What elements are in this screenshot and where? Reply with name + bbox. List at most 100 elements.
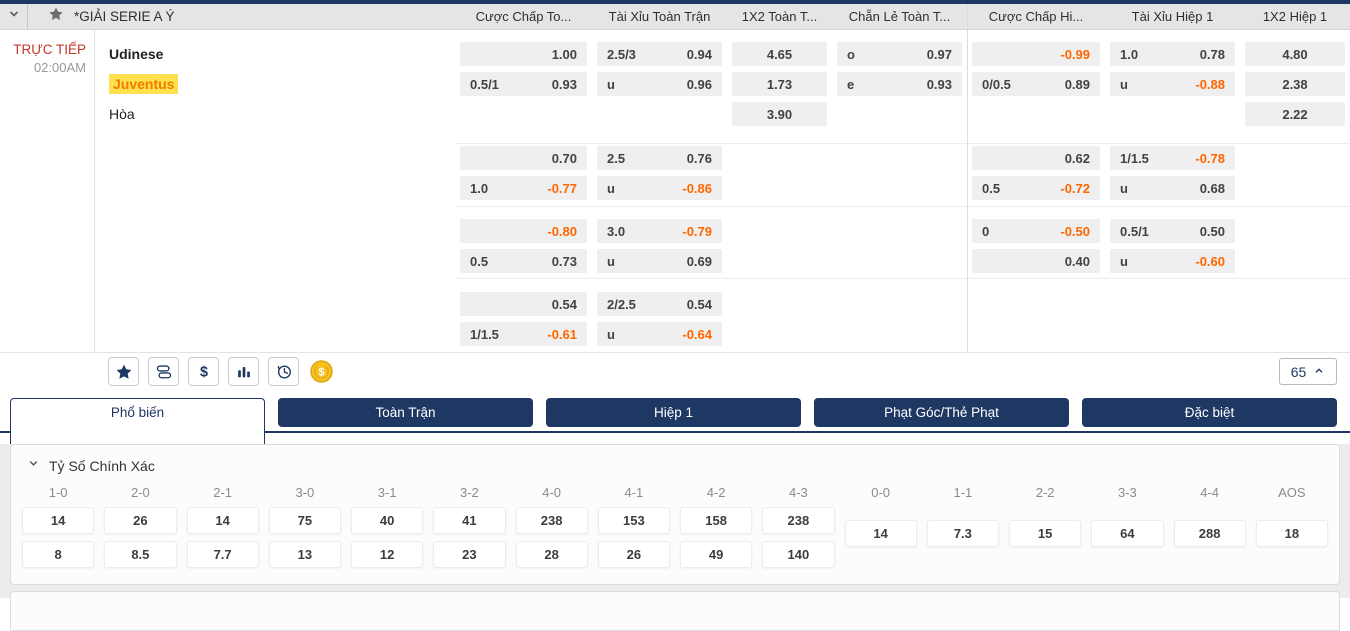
odds-cell[interactable]: o 0.97 [837, 42, 962, 66]
odds-cell[interactable]: 0.5 -0.72 [972, 176, 1100, 200]
score-odds-cell[interactable]: 40 [351, 507, 424, 534]
odds-column: o 0.97 e 0.93 [832, 42, 967, 126]
score-odds-cell[interactable]: 14 [186, 507, 259, 534]
score-odds-cell[interactable]: 8 [22, 541, 95, 568]
tab-pho-bien[interactable]: Phổ biến [10, 398, 265, 444]
odds-cell[interactable]: 0.70 [460, 146, 587, 170]
odds-cell[interactable]: 4.80 [1245, 42, 1345, 66]
odds-column [832, 219, 967, 273]
score-column: 1-1 7.3 [922, 483, 1004, 575]
odds-cell[interactable]: 1.73 [732, 72, 827, 96]
odds-cell[interactable]: u 0.68 [1110, 176, 1235, 200]
odds-cell[interactable]: 0 -0.50 [972, 219, 1100, 243]
score-odds-cell[interactable]: 15 [1009, 520, 1082, 547]
tab-toan-tran[interactable]: Toàn Trận [278, 398, 533, 427]
odds-cell[interactable]: 1.00 [460, 42, 587, 66]
score-label: 3-2 [459, 485, 479, 500]
odds-cell[interactable]: 0.5/1 0.50 [1110, 219, 1235, 243]
score-odds-cell[interactable]: 49 [680, 541, 753, 568]
odds-cell[interactable]: 3.90 [732, 102, 827, 126]
score-odds-cell[interactable]: 7.7 [186, 541, 259, 568]
score-odds-cell[interactable]: 26 [104, 507, 177, 534]
odds-cell[interactable]: 3.0 -0.79 [597, 219, 722, 243]
score-odds-cell[interactable]: 23 [433, 541, 506, 568]
score-odds-cell[interactable]: 64 [1091, 520, 1164, 547]
odds-cell[interactable]: 0.54 [460, 292, 587, 316]
chevron-up-icon [1313, 364, 1325, 380]
odds-cell[interactable]: u -0.60 [1110, 249, 1235, 273]
odds-cell[interactable]: 2.22 [1245, 102, 1345, 126]
score-odds-cell[interactable]: 153 [597, 507, 670, 534]
odds-cell[interactable]: 1/1.5 -0.61 [460, 322, 587, 346]
odds-cell[interactable]: 0/0.5 0.89 [972, 72, 1100, 96]
odds-cell[interactable]: 0.5 0.73 [460, 249, 587, 273]
odds-cell[interactable]: u -0.64 [597, 322, 722, 346]
odds-cell[interactable]: u -0.88 [1110, 72, 1235, 96]
handicap-label: 1.0 [470, 180, 489, 196]
star-button[interactable] [108, 357, 139, 386]
odds-cell[interactable]: 2.5/3 0.94 [597, 42, 722, 66]
odds-cell[interactable]: 1/1.5 -0.78 [1110, 146, 1235, 170]
collapse-league-button[interactable] [0, 4, 28, 29]
score-odds-cell[interactable]: 158 [680, 507, 753, 534]
market-count-toggle[interactable]: 65 [1279, 358, 1337, 385]
tab-dac-biet[interactable]: Đặc biệt [1082, 398, 1337, 427]
odds-cell[interactable]: 2.5 0.76 [597, 146, 722, 170]
odds-cell[interactable]: 4.65 [732, 42, 827, 66]
coin-button[interactable]: $ [308, 357, 335, 386]
odds-cell[interactable]: 1.0 -0.77 [460, 176, 587, 200]
score-odds-cell[interactable]: 7.3 [926, 520, 999, 547]
home-team-name: Udinese [109, 46, 164, 62]
odds-cell[interactable]: 0.40 [972, 249, 1100, 273]
correct-score-header[interactable]: Tỷ Số Chính Xác [17, 455, 1333, 477]
score-odds-cell[interactable]: 8.5 [104, 541, 177, 568]
odds-cell[interactable]: u -0.86 [597, 176, 722, 200]
score-odds-cell[interactable]: 13 [268, 541, 341, 568]
dollar-button[interactable]: $ [188, 357, 219, 386]
score-odds-cell[interactable]: 14 [22, 507, 95, 534]
odds-cell[interactable]: e 0.93 [837, 72, 962, 96]
score-odds-cell[interactable]: 14 [844, 520, 917, 547]
tab-hiep-1[interactable]: Hiệp 1 [546, 398, 801, 427]
match-toolbar: $ $ 65 [0, 352, 1350, 390]
score-odds-cell[interactable]: 288 [1173, 520, 1246, 547]
away-team[interactable]: Juventus [109, 72, 455, 96]
odds-column [727, 146, 832, 200]
star-icon [115, 363, 133, 381]
match-info-column: TRỰC TIẾP 02:00AM [0, 30, 95, 352]
odds-cell[interactable]: 2.38 [1245, 72, 1345, 96]
home-team[interactable]: Udinese [109, 42, 455, 66]
odds-value: 0.94 [686, 46, 712, 62]
odds-cell[interactable]: u 0.69 [597, 249, 722, 273]
odds-cell[interactable]: 2/2.5 0.54 [597, 292, 722, 316]
score-label: 3-1 [377, 485, 397, 500]
score-label: 3-0 [295, 485, 315, 500]
cash-stack-button[interactable] [148, 357, 179, 386]
score-odds-cell[interactable]: 28 [515, 541, 588, 568]
score-column: 4-1 153 26 [593, 483, 675, 575]
odds-column: 2/2.5 0.54 u -0.64 [592, 292, 727, 346]
score-odds-cell[interactable]: 238 [762, 507, 835, 534]
score-odds-cell[interactable]: 75 [268, 507, 341, 534]
score-odds-cell[interactable]: 26 [597, 541, 670, 568]
odds-column: -0.80 0.5 0.73 [455, 219, 592, 273]
bar-chart-button[interactable] [228, 357, 259, 386]
draw-row[interactable]: Hòa [109, 102, 455, 126]
score-odds-cell[interactable]: 238 [515, 507, 588, 534]
favorite-star-icon[interactable] [48, 6, 64, 27]
odds-cell[interactable]: -0.99 [972, 42, 1100, 66]
odds-cell[interactable]: -0.80 [460, 219, 587, 243]
odds-cell[interactable]: 0.5/1 0.93 [460, 72, 587, 96]
odds-cell[interactable]: 1.0 0.78 [1110, 42, 1235, 66]
odds-value: 0.69 [686, 253, 712, 269]
history-button[interactable] [268, 357, 299, 386]
score-odds-cell[interactable]: 140 [762, 541, 835, 568]
score-odds-cell[interactable]: 41 [433, 507, 506, 534]
tab-phat-goc-the-phat[interactable]: Phạt Góc/Thẻ Phạt [814, 398, 1069, 427]
odds-column-headers: Cược Chấp To... Tài Xỉu Toàn Trận 1X2 Toàn… [455, 4, 1350, 29]
column-header: Cược Chấp Hi... [988, 9, 1084, 24]
score-odds-cell[interactable]: 18 [1255, 520, 1328, 547]
odds-cell[interactable]: u 0.96 [597, 72, 722, 96]
odds-cell[interactable]: 0.62 [972, 146, 1100, 170]
score-odds-cell[interactable]: 12 [351, 541, 424, 568]
